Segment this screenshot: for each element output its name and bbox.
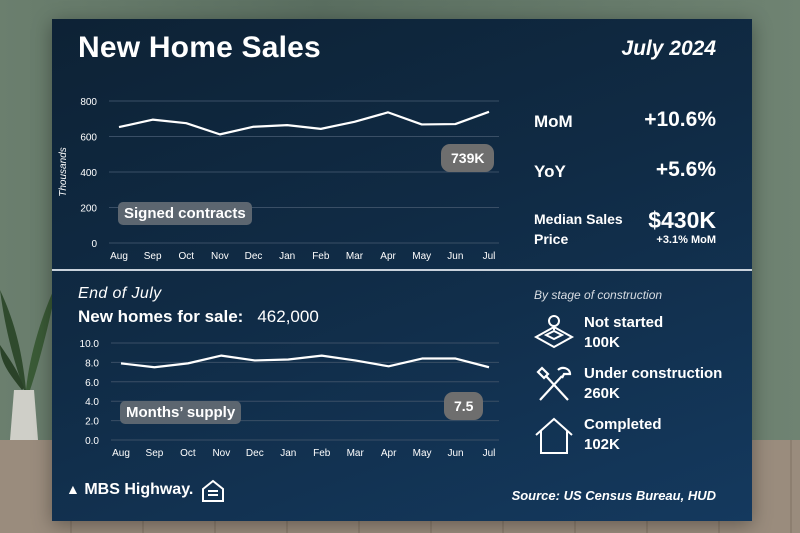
equal-housing-icon <box>202 479 224 502</box>
supply-ytick-label: 0.0 <box>85 436 99 447</box>
mom-value: +10.6% <box>644 108 716 131</box>
inventory-period: End of July <box>78 285 162 302</box>
supply-xtick-label: Mar <box>347 448 365 459</box>
supply-xtick-label: Jan <box>280 448 296 459</box>
stage-under-construction-value: 260K <box>584 385 620 402</box>
sales-xtick-label: Mar <box>346 251 364 262</box>
supply-xtick-label: May <box>413 448 432 459</box>
brand-name: MBS Highway. <box>84 481 194 498</box>
stage-not-started: Not started 100K <box>584 313 663 353</box>
sales-xtick-label: Oct <box>178 251 194 262</box>
signed-contracts-tag: Signed contracts <box>118 202 252 225</box>
sales-ytick-label: 800 <box>80 97 97 108</box>
sales-xtick-label: Jun <box>447 251 463 262</box>
supply-ytick-label: 6.0 <box>85 378 99 389</box>
report-date: July 2024 <box>621 37 716 60</box>
stage-not-started-value: 100K <box>584 334 620 351</box>
median-price-value: $430K <box>648 207 716 233</box>
sales-ytick-label: 0 <box>91 239 97 250</box>
section-divider <box>52 269 752 271</box>
supply-ytick-label: 10.0 <box>80 339 100 350</box>
sales-xtick-label: Dec <box>245 251 263 262</box>
supply-xtick-label: Aug <box>112 448 130 459</box>
page-title: New Home Sales <box>78 31 321 64</box>
supply-xtick-label: Oct <box>180 448 196 459</box>
sales-xtick-label: Sep <box>144 251 162 262</box>
mbs-highway-logo: ▲ MBS Highway. <box>66 481 194 498</box>
sales-ylabel: Thousands <box>58 147 69 196</box>
sales-xtick-label: May <box>412 251 431 262</box>
supply-annotation-bubble: 7.5 <box>444 392 484 420</box>
supply-ytick-label: 2.0 <box>85 417 99 428</box>
sales-ytick-label: 400 <box>80 168 97 179</box>
stage-not-started-label: Not started <box>584 314 664 331</box>
sales-xtick-label: Nov <box>211 251 229 262</box>
sales-xtick-label: Apr <box>380 251 396 262</box>
supply-xtick-label: Jul <box>483 448 496 459</box>
sales-xtick-label: Jan <box>279 251 295 262</box>
supply-xtick-label: Feb <box>313 448 331 459</box>
months-supply-tag: Months’ supply <box>120 401 242 424</box>
stage-header: By stage of construction <box>534 288 663 302</box>
plant-decoration <box>0 280 58 440</box>
blueprint-icon <box>533 315 575 349</box>
tools-icon <box>536 366 572 401</box>
sales-xtick-label: Feb <box>312 251 330 262</box>
stage-completed-label: Completed <box>584 416 662 433</box>
homes-for-sale-value: 462,000 <box>257 307 319 326</box>
sales-ytick-label: 600 <box>80 133 97 144</box>
median-price-label: Median Sales Price <box>534 211 623 247</box>
data-source: Source: US Census Bureau, HUD <box>511 488 716 503</box>
median-price-change: +3.1% MoM <box>656 234 716 246</box>
homes-for-sale: New homes for sale: 462,000 <box>78 307 319 327</box>
sales-ytick-label: 200 <box>80 204 97 215</box>
stage-under-construction: Under construction 260K <box>584 364 722 404</box>
signed-contracts-chart: 0 200 400 600 800 Aug Sep Oct Nov Dec Jan Feb Mar Apr… <box>58 97 499 262</box>
sales-xtick-label: Aug <box>110 251 128 262</box>
supply-xtick-label: Nov <box>212 448 230 459</box>
supply-series-line <box>120 354 490 369</box>
supply-xtick-label: Apr <box>381 448 397 459</box>
homes-for-sale-label: New homes for sale: <box>78 307 244 326</box>
supply-xtick-label: Jun <box>447 448 463 459</box>
house-icon <box>535 417 573 454</box>
mom-label: MoM <box>534 112 573 131</box>
supply-xtick-label: Dec <box>246 448 264 459</box>
infographic-card: New Home Sales July 2024 0 200 400 600 800 Au… <box>52 19 752 521</box>
yoy-label: YoY <box>534 162 566 181</box>
sales-annotation-bubble: 739K <box>441 144 495 172</box>
supply-xtick-label: Sep <box>146 448 164 459</box>
supply-ytick-label: 8.0 <box>85 358 99 369</box>
stage-under-construction-label: Under construction <box>584 365 723 382</box>
stage-completed: Completed 102K <box>584 415 662 455</box>
stage-completed-value: 102K <box>584 436 620 453</box>
yoy-value: +5.6% <box>655 158 716 181</box>
sales-series-line <box>118 110 490 136</box>
sales-xtick-label: Jul <box>483 251 496 262</box>
supply-ytick-label: 4.0 <box>85 397 99 408</box>
